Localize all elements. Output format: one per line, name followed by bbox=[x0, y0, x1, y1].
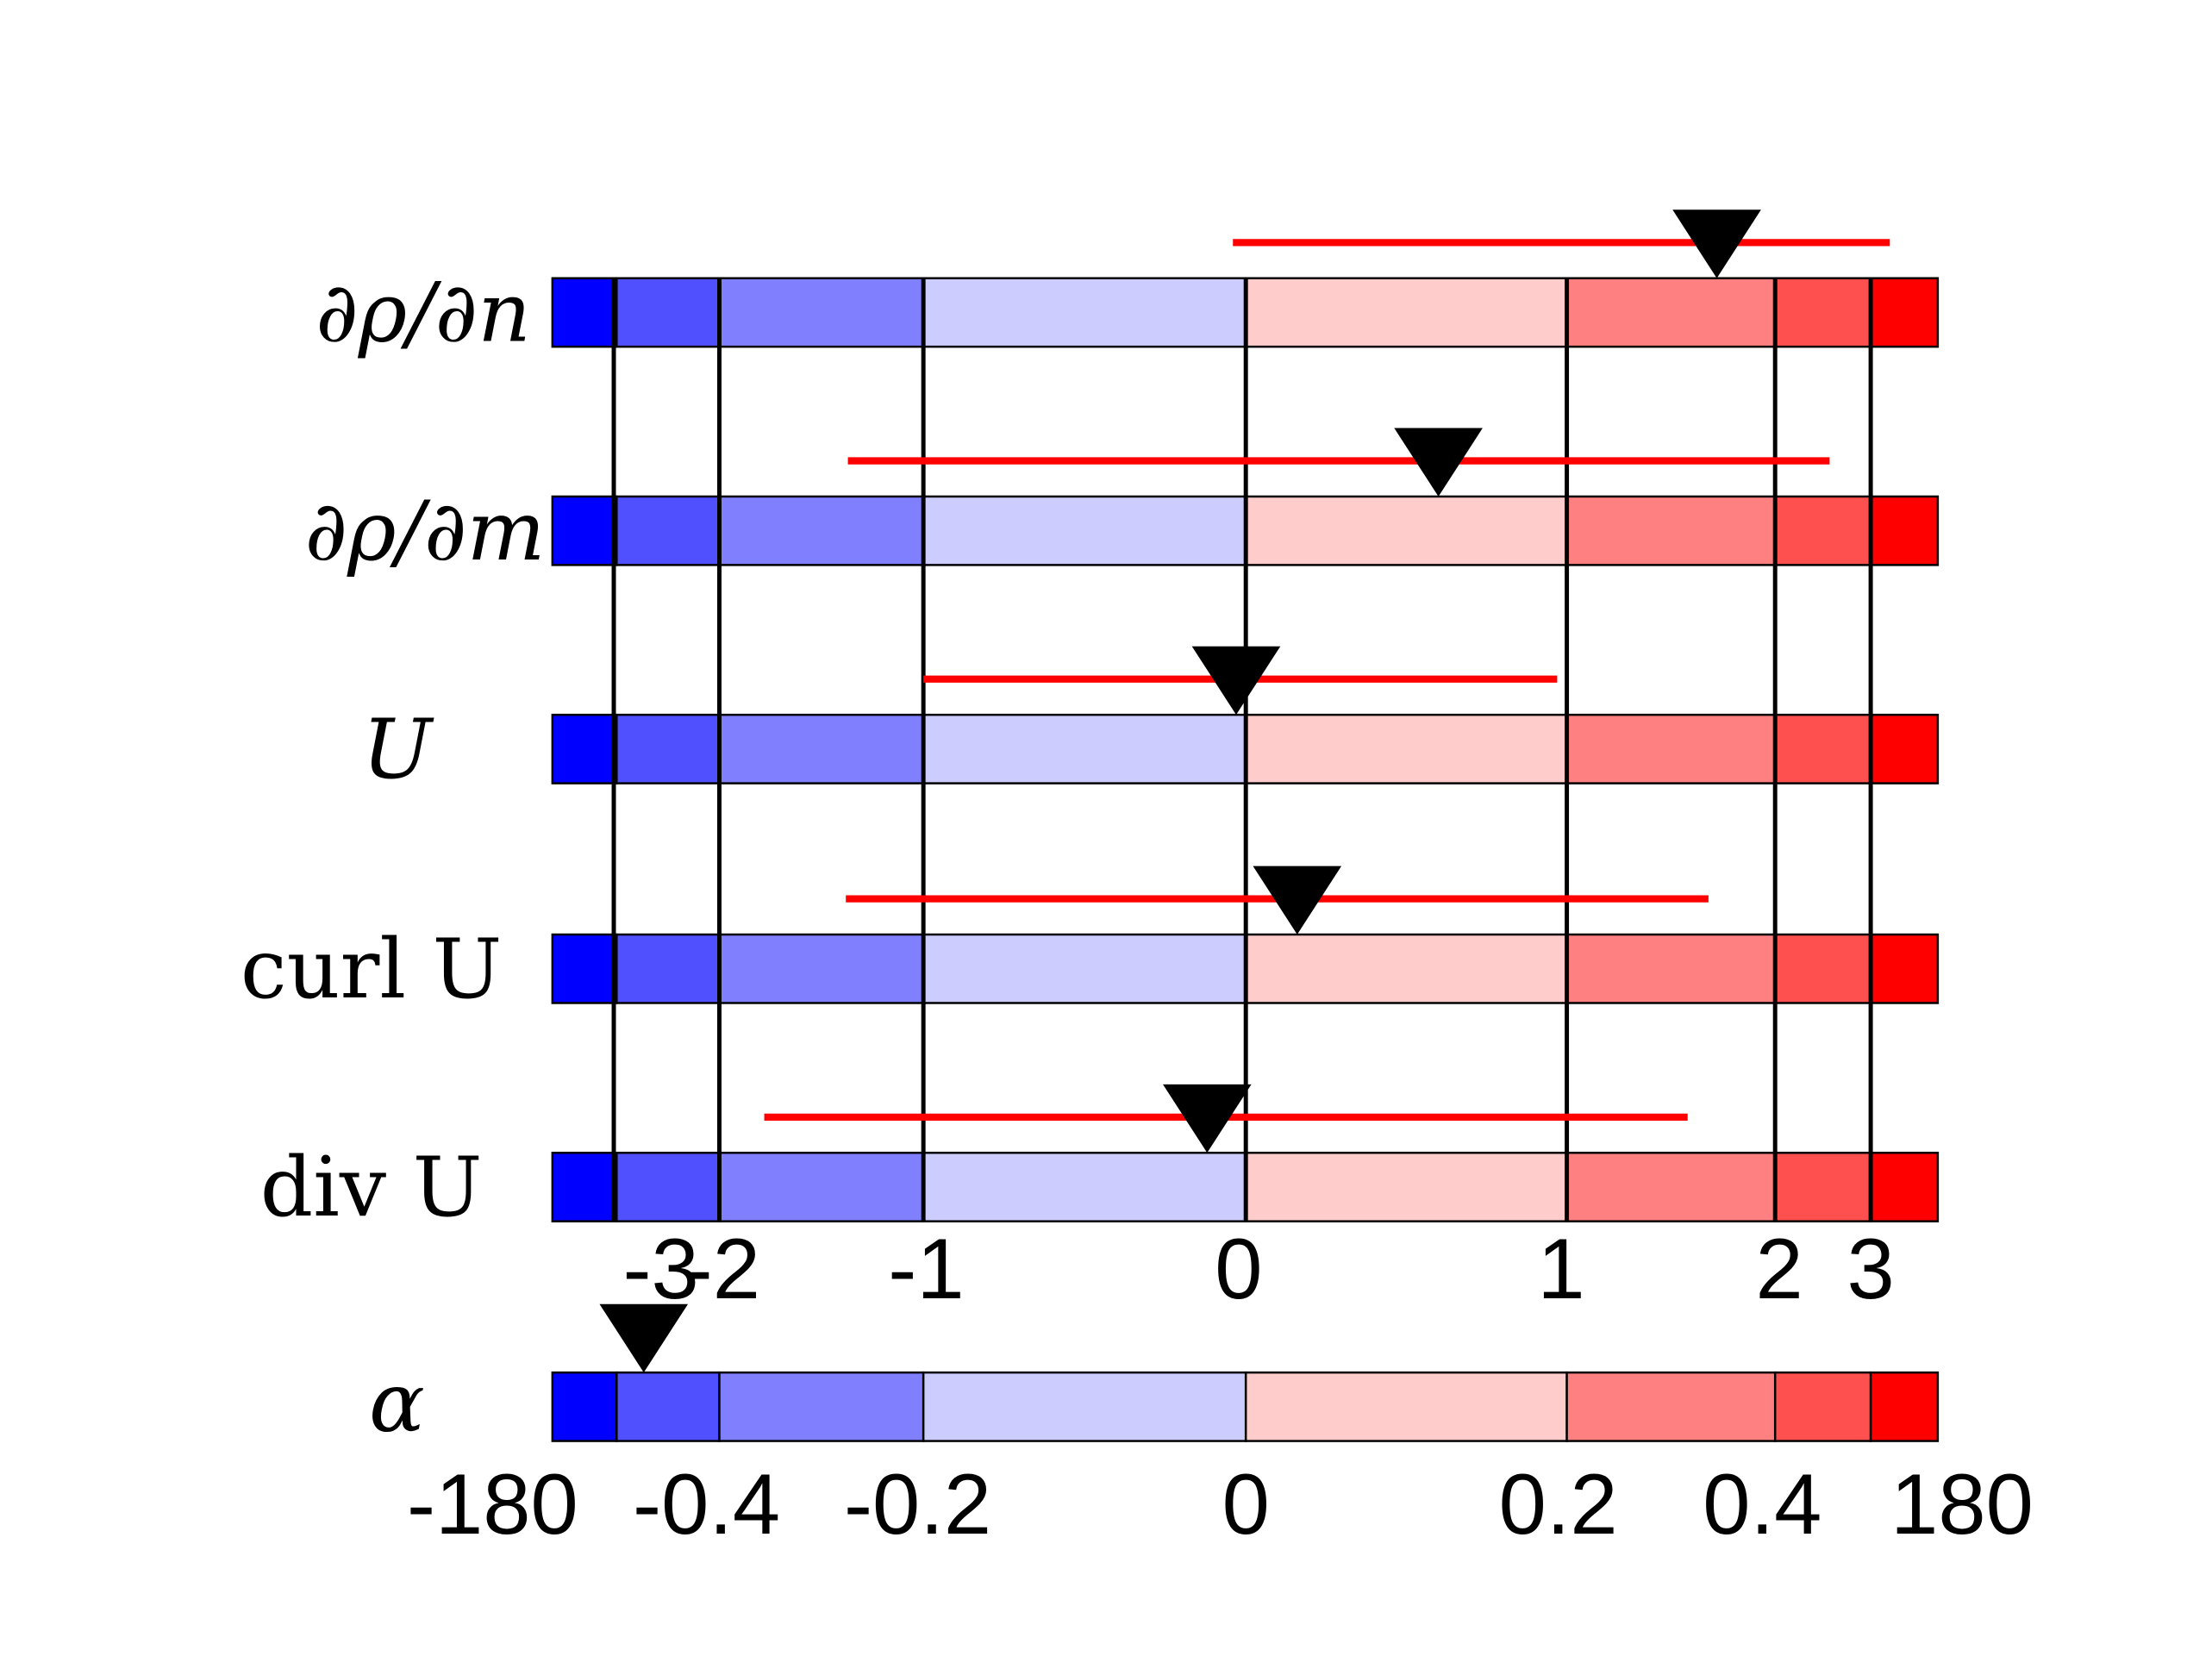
row-1-bin-0 bbox=[551, 495, 618, 566]
row-2-bin-1 bbox=[615, 713, 721, 784]
row-0-bin-0 bbox=[551, 277, 618, 348]
row-3-bin-2 bbox=[718, 933, 925, 1004]
marker-triangle-2 bbox=[1191, 646, 1281, 716]
row-0-bin-1 bbox=[615, 277, 721, 348]
scale-tick-label: -3 bbox=[622, 1222, 698, 1317]
row-4-bin-5 bbox=[1565, 1152, 1777, 1222]
alpha-bin-7 bbox=[1869, 1371, 1940, 1442]
alpha-bin-3 bbox=[922, 1371, 1247, 1442]
row-1-bin-1 bbox=[615, 495, 721, 566]
alpha-bin-0 bbox=[551, 1371, 618, 1442]
alpha-tick-label: 180 bbox=[1890, 1457, 2034, 1553]
row-3-bin-6 bbox=[1773, 933, 1872, 1004]
row-4-bin-2 bbox=[718, 1152, 925, 1222]
row-label: ∂ρ/∂n bbox=[316, 265, 531, 361]
marker-triangle-0 bbox=[1672, 209, 1761, 278]
row-3-bin-0 bbox=[551, 933, 618, 1004]
alpha-bin-4 bbox=[1244, 1371, 1568, 1442]
row-0-bin-4 bbox=[1244, 277, 1568, 348]
marker-triangle-3 bbox=[1253, 866, 1342, 935]
alpha-bin-2 bbox=[718, 1371, 925, 1442]
alpha-tick-label: -0.2 bbox=[844, 1457, 991, 1553]
alpha-bin-6 bbox=[1773, 1371, 1872, 1442]
alpha-tick-label: 0.4 bbox=[1703, 1457, 1821, 1553]
row-2-bin-5 bbox=[1565, 713, 1777, 784]
alpha-tick-label: 0.2 bbox=[1499, 1457, 1618, 1553]
row-1-bin-4 bbox=[1244, 495, 1568, 566]
row-1-bin-2 bbox=[718, 495, 925, 566]
scale-tick-label: 2 bbox=[1756, 1222, 1803, 1317]
row-3-bin-7 bbox=[1869, 933, 1940, 1004]
scale-tick-label: -1 bbox=[888, 1222, 964, 1317]
row-2-bin-0 bbox=[551, 713, 618, 784]
alpha-bin-5 bbox=[1565, 1371, 1777, 1442]
row-0-bin-2 bbox=[718, 277, 925, 348]
row-3-bin-3 bbox=[922, 933, 1247, 1004]
scale-tick-label: 0 bbox=[1215, 1222, 1262, 1317]
row-label: ∂ρ/∂m bbox=[305, 483, 546, 579]
row-label: div U bbox=[260, 1139, 483, 1235]
row-3-bin-1 bbox=[615, 933, 721, 1004]
row-2-bin-7 bbox=[1869, 713, 1940, 784]
row-4-bin-4 bbox=[1244, 1152, 1568, 1222]
row-0-bin-5 bbox=[1565, 277, 1777, 348]
row-4-bin-3 bbox=[922, 1152, 1247, 1222]
row-1-bin-6 bbox=[1773, 495, 1872, 566]
alpha-label: α bbox=[369, 1354, 425, 1451]
row-3-bin-5 bbox=[1565, 933, 1777, 1004]
row-1-bin-3 bbox=[922, 495, 1247, 566]
row-4-bin-1 bbox=[615, 1152, 721, 1222]
row-0-bin-6 bbox=[1773, 277, 1872, 348]
scale-tick-label: -2 bbox=[684, 1222, 760, 1317]
marker-triangle-1 bbox=[1394, 428, 1483, 497]
row-2-bin-4 bbox=[1244, 713, 1568, 784]
scale-tick-label: 3 bbox=[1846, 1222, 1894, 1317]
row-1-bin-5 bbox=[1565, 495, 1777, 566]
row-0-bin-7 bbox=[1869, 277, 1940, 348]
alpha-tick-label: -0.4 bbox=[633, 1457, 780, 1553]
marker-triangle-4 bbox=[1163, 1084, 1252, 1153]
row-2-bin-6 bbox=[1773, 713, 1872, 784]
alpha-marker-triangle bbox=[599, 1303, 689, 1373]
row-4-bin-6 bbox=[1773, 1152, 1872, 1222]
row-label: U bbox=[362, 701, 434, 797]
scale-tick-label: 1 bbox=[1537, 1222, 1584, 1317]
alpha-tick-label: -180 bbox=[407, 1457, 578, 1553]
alpha-tick-label: 0 bbox=[1222, 1457, 1270, 1553]
row-4-bin-0 bbox=[551, 1152, 618, 1222]
row-3-bin-4 bbox=[1244, 933, 1568, 1004]
row-2-bin-2 bbox=[718, 713, 925, 784]
row-4-bin-7 bbox=[1869, 1152, 1940, 1222]
row-2-bin-3 bbox=[922, 713, 1247, 784]
row-label: curl U bbox=[241, 921, 503, 1017]
row-0-bin-3 bbox=[922, 277, 1247, 348]
alpha-bin-1 bbox=[615, 1371, 721, 1442]
row-1-bin-7 bbox=[1869, 495, 1940, 566]
